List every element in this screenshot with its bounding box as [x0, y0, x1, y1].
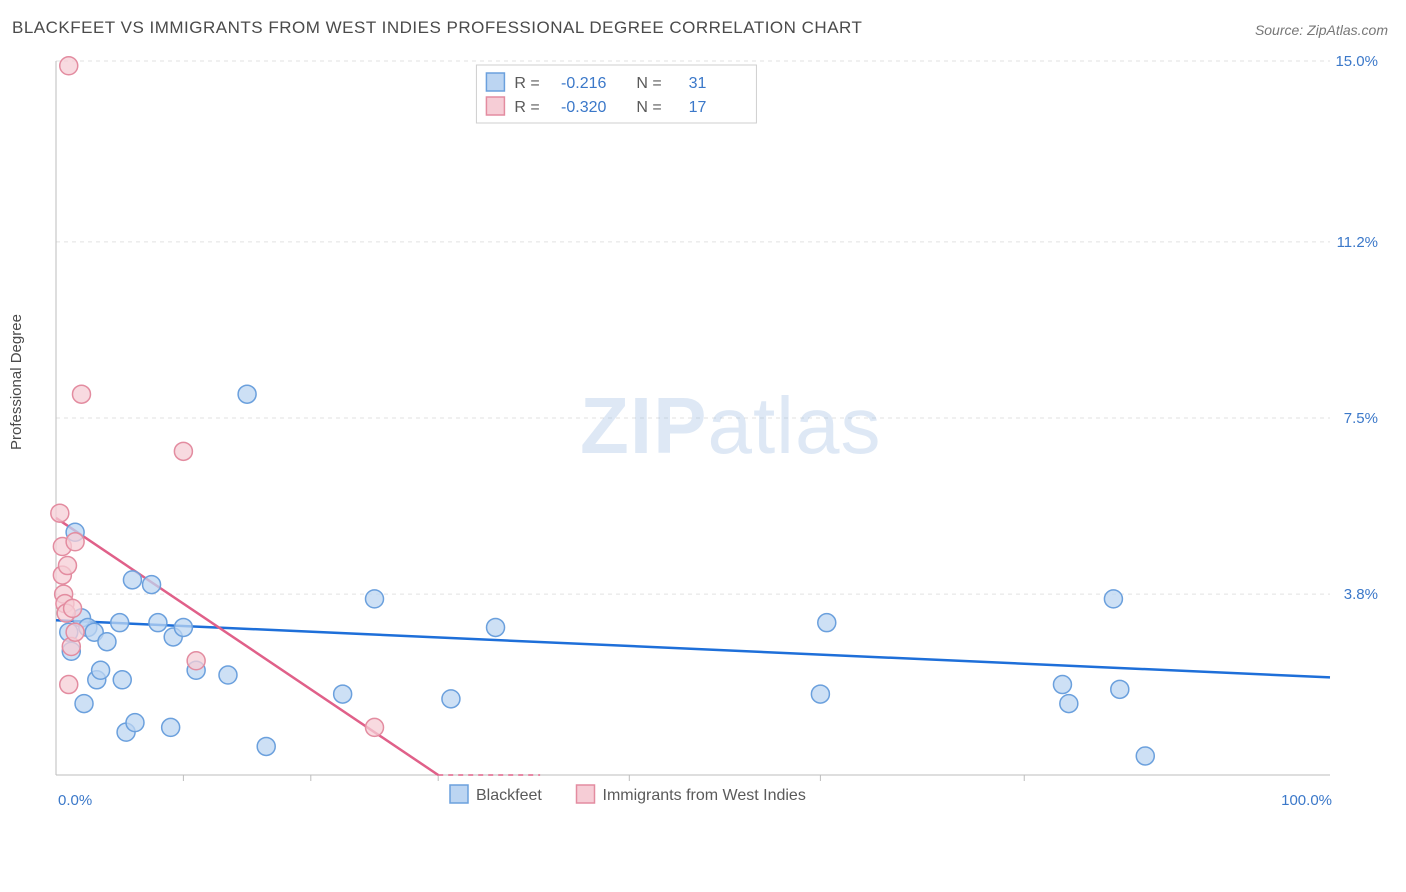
- stats-n-label: N =: [636, 99, 661, 116]
- stats-r-label: R =: [514, 75, 539, 92]
- y-tick-label: 15.0%: [1335, 55, 1378, 70]
- data-point: [60, 676, 78, 694]
- data-point: [75, 695, 93, 713]
- chart-title: BLACKFEET VS IMMIGRANTS FROM WEST INDIES…: [12, 18, 862, 38]
- data-point: [72, 385, 90, 403]
- data-point: [818, 614, 836, 632]
- x-tick-label: 100.0%: [1281, 792, 1332, 809]
- data-point: [1053, 676, 1071, 694]
- y-tick-label: 11.2%: [1337, 234, 1378, 251]
- legend-label: Immigrants from West Indies: [603, 787, 806, 804]
- data-point: [219, 666, 237, 684]
- stats-n-label: N =: [636, 75, 661, 92]
- legend-swatch: [577, 785, 595, 803]
- y-tick-label: 3.8%: [1344, 586, 1378, 603]
- data-point: [123, 571, 141, 589]
- data-point: [66, 623, 84, 641]
- stats-r-value: -0.216: [561, 75, 606, 92]
- data-point: [187, 652, 205, 670]
- data-point: [66, 533, 84, 551]
- source-attribution: Source: ZipAtlas.com: [1255, 22, 1388, 38]
- y-tick-label: 7.5%: [1344, 410, 1378, 427]
- data-point: [1060, 695, 1078, 713]
- data-point: [98, 633, 116, 651]
- stats-r-label: R =: [514, 99, 539, 116]
- data-point: [174, 442, 192, 460]
- data-point: [1136, 747, 1154, 765]
- data-point: [113, 671, 131, 689]
- data-point: [60, 57, 78, 75]
- data-point: [51, 504, 69, 522]
- data-point: [238, 385, 256, 403]
- data-point: [174, 618, 192, 636]
- stats-n-value: 17: [689, 99, 707, 116]
- data-point: [366, 590, 384, 608]
- data-point: [58, 557, 76, 575]
- data-point: [257, 737, 275, 755]
- data-point: [92, 661, 110, 679]
- x-tick-label: 0.0%: [58, 792, 92, 809]
- data-point: [334, 685, 352, 703]
- data-point: [126, 714, 144, 732]
- data-point: [366, 718, 384, 736]
- data-point: [1104, 590, 1122, 608]
- data-point: [143, 576, 161, 594]
- data-point: [1111, 680, 1129, 698]
- legend-label: Blackfeet: [476, 787, 542, 804]
- stats-swatch: [486, 73, 504, 91]
- y-axis-label: Professional Degree: [8, 314, 25, 450]
- stats-r-value: -0.320: [561, 99, 606, 116]
- data-point: [811, 685, 829, 703]
- data-point: [111, 614, 129, 632]
- stats-n-value: 31: [689, 75, 707, 92]
- data-point: [149, 614, 167, 632]
- regression-line: [56, 620, 1330, 677]
- data-point: [442, 690, 460, 708]
- scatter-plot: 3.8% 7.5% 11.2% 15.0% 0.0% 100.0% R = -0.216 N =…: [50, 55, 1390, 815]
- data-point: [64, 599, 82, 617]
- data-point: [162, 718, 180, 736]
- stats-swatch: [486, 97, 504, 115]
- data-point: [487, 618, 505, 636]
- legend-swatch: [450, 785, 468, 803]
